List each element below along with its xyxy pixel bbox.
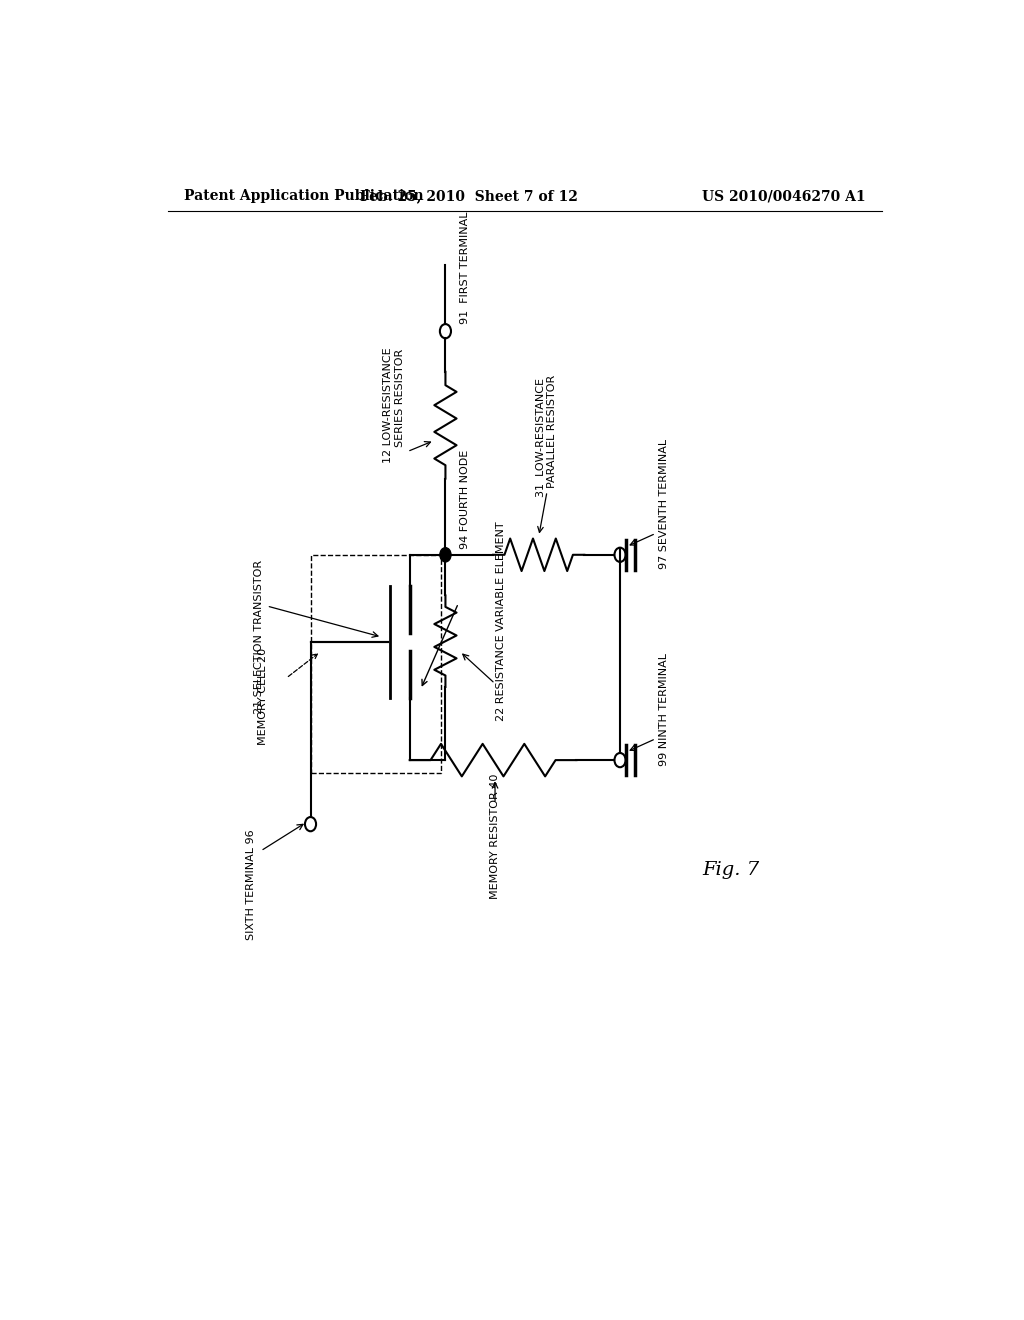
Text: 94 FOURTH NODE: 94 FOURTH NODE [460, 449, 470, 549]
Text: Fig. 7: Fig. 7 [702, 861, 760, 879]
Text: SIXTH TERMINAL 96: SIXTH TERMINAL 96 [246, 830, 256, 940]
Text: Feb. 25, 2010  Sheet 7 of 12: Feb. 25, 2010 Sheet 7 of 12 [360, 189, 579, 203]
Text: 99 NINTH TERMINAL: 99 NINTH TERMINAL [658, 653, 669, 766]
Text: 22 RESISTANCE VARIABLE ELEMENT: 22 RESISTANCE VARIABLE ELEMENT [496, 521, 506, 721]
Text: US 2010/0046270 A1: US 2010/0046270 A1 [702, 189, 866, 203]
Circle shape [440, 548, 451, 562]
Text: 12 LOW-RESISTANCE
    SERIES RESISTOR: 12 LOW-RESISTANCE SERIES RESISTOR [383, 347, 404, 463]
Text: 91  FIRST TERMINAL: 91 FIRST TERMINAL [460, 211, 470, 323]
Text: MEMORY CELL 20: MEMORY CELL 20 [258, 648, 268, 746]
Text: Patent Application Publication: Patent Application Publication [183, 189, 423, 203]
Text: 21 SELECTION TRANSISTOR: 21 SELECTION TRANSISTOR [254, 560, 264, 714]
Bar [310, 554, 441, 774]
Text: 97 SEVENTH TERMINAL: 97 SEVENTH TERMINAL [658, 440, 669, 569]
Text: MEMORY RESISTOR 40: MEMORY RESISTOR 40 [490, 774, 500, 899]
Text: 31  LOW-RESISTANCE
    PARALLEL RESISTOR: 31 LOW-RESISTANCE PARALLEL RESISTOR [536, 375, 557, 502]
